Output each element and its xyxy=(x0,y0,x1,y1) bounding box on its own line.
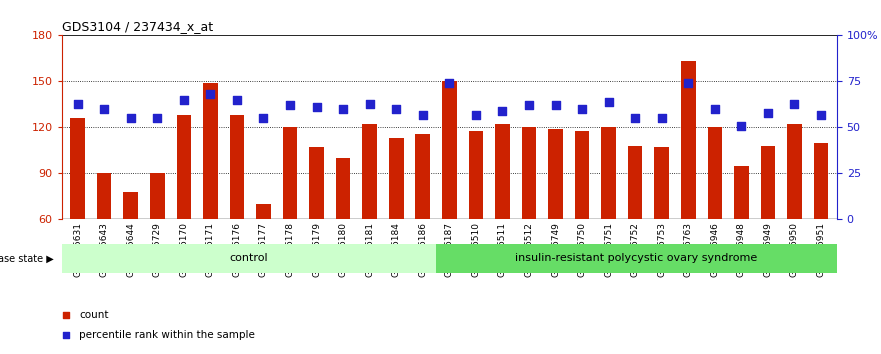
Bar xyxy=(283,127,297,312)
Point xyxy=(150,115,164,121)
Bar xyxy=(70,118,85,312)
Bar xyxy=(522,127,537,312)
Point xyxy=(416,112,430,118)
Point xyxy=(123,115,137,121)
Point xyxy=(315,217,329,222)
Point xyxy=(315,28,329,34)
Bar xyxy=(469,131,483,312)
Point xyxy=(309,104,323,110)
Point xyxy=(655,115,669,121)
Bar xyxy=(574,131,589,312)
Bar xyxy=(442,81,456,312)
Point xyxy=(256,115,270,121)
Point xyxy=(575,106,589,112)
Bar xyxy=(336,158,351,312)
Point xyxy=(363,101,377,106)
Point xyxy=(549,103,563,108)
Bar xyxy=(495,124,510,312)
Point xyxy=(522,103,536,108)
Bar xyxy=(97,173,112,312)
Text: GDS3104 / 237434_x_at: GDS3104 / 237434_x_at xyxy=(62,20,213,33)
Point xyxy=(230,97,244,103)
Point xyxy=(735,123,749,129)
Bar xyxy=(203,83,218,312)
Point xyxy=(495,108,509,114)
Bar xyxy=(548,129,563,312)
Bar xyxy=(734,166,749,312)
Bar xyxy=(230,115,244,312)
Bar xyxy=(628,146,642,312)
Text: count: count xyxy=(79,310,108,320)
Bar xyxy=(814,143,828,312)
Point xyxy=(681,80,695,86)
Bar xyxy=(123,192,138,312)
Point xyxy=(814,112,828,118)
Point xyxy=(707,106,722,112)
Point xyxy=(761,110,775,115)
Point xyxy=(469,112,483,118)
Text: insulin-resistant polycystic ovary syndrome: insulin-resistant polycystic ovary syndr… xyxy=(515,253,758,263)
Point xyxy=(389,106,403,112)
Point xyxy=(336,106,350,112)
Text: percentile rank within the sample: percentile rank within the sample xyxy=(79,330,255,341)
Point xyxy=(602,99,616,104)
Bar xyxy=(681,62,696,312)
Bar xyxy=(602,127,616,312)
Text: control: control xyxy=(229,253,268,263)
FancyBboxPatch shape xyxy=(436,244,837,273)
Bar xyxy=(309,147,324,312)
Bar xyxy=(787,124,802,312)
FancyBboxPatch shape xyxy=(62,244,436,273)
Text: disease state ▶: disease state ▶ xyxy=(0,253,54,263)
Bar xyxy=(150,173,165,312)
Bar xyxy=(760,146,775,312)
Bar xyxy=(256,204,270,312)
Bar xyxy=(707,127,722,312)
Point xyxy=(177,97,191,103)
Bar xyxy=(655,147,669,312)
Point xyxy=(283,103,297,108)
Point xyxy=(70,101,85,106)
Bar xyxy=(176,115,191,312)
Point xyxy=(788,101,802,106)
Point xyxy=(628,115,642,121)
Bar xyxy=(362,124,377,312)
Bar xyxy=(389,138,403,312)
Point xyxy=(442,80,456,86)
Point xyxy=(204,91,218,97)
Point xyxy=(97,106,111,112)
Bar xyxy=(416,133,430,312)
